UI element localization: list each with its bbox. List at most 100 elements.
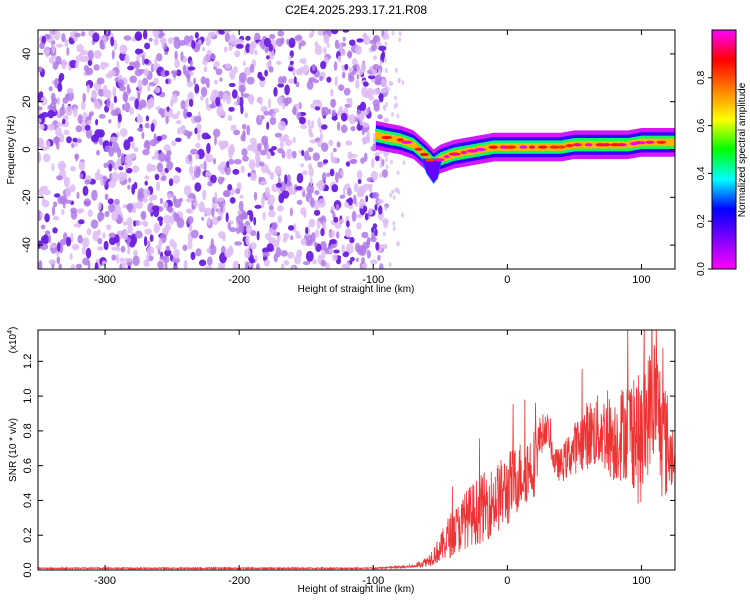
spectrogram-cell — [148, 37, 153, 42]
spectrogram-cell — [130, 140, 135, 149]
spectrogram-cell — [137, 79, 143, 91]
spectrogram-cell — [106, 224, 112, 231]
spectrogram-cell — [312, 152, 320, 161]
spectrogram-cell — [329, 168, 335, 177]
spectrogram-cell — [389, 159, 393, 165]
spectrogram-cell — [390, 81, 394, 87]
spectrogram-cell — [52, 43, 56, 54]
spectrogram-cell — [318, 198, 326, 208]
spectrogram-cell — [378, 205, 383, 215]
spectrogram-cell — [307, 147, 314, 153]
spectrogram-cell — [245, 234, 250, 246]
spectrogram-cell — [332, 147, 337, 153]
spectrogram-cell — [149, 234, 154, 242]
spectrogram-cell — [48, 259, 57, 265]
spectrogram-cell — [381, 169, 389, 178]
spectrogram-cell — [203, 160, 207, 171]
spectrogram-cell — [208, 244, 217, 256]
spectrogram-cell — [330, 88, 334, 97]
spectrogram-cell — [122, 91, 128, 102]
spectrogram-cell — [186, 80, 193, 88]
spectrogram-cell — [98, 201, 102, 211]
spectrogram-cell — [300, 163, 305, 168]
spectrogram-cell — [273, 86, 278, 97]
spectrogram-cell — [167, 193, 172, 200]
spectrogram-cell — [129, 107, 134, 115]
spectrogram-cell — [126, 83, 130, 93]
spectrogram-cell — [134, 98, 139, 110]
spectrogram-cell — [287, 78, 295, 84]
spectrogram-cell — [123, 171, 128, 180]
spectrogram-cell — [57, 96, 60, 106]
spectrogram-cell — [58, 263, 62, 269]
x-tick-label: -100 — [362, 575, 384, 587]
spectrogram-cell — [292, 136, 296, 144]
spectrogram-cell — [276, 182, 282, 188]
spectrogram-cell — [42, 234, 49, 245]
spectrogram-cell — [205, 170, 211, 177]
spectrogram-cell — [194, 182, 202, 192]
spectrogram-cell — [271, 146, 277, 151]
spectrogram-cell — [66, 136, 72, 144]
spectrogram-cell — [335, 204, 339, 210]
spectrogram-cell — [283, 259, 290, 266]
spectrogram-cell — [282, 237, 288, 243]
spectrogram-cell — [60, 195, 68, 204]
spectrogram-cell — [172, 265, 179, 269]
x-tick-label: 0 — [504, 274, 510, 286]
spectrogram-cell — [232, 260, 240, 269]
spectrogram-cell — [195, 142, 201, 149]
spectrogram-cell — [207, 256, 213, 266]
spectrogram-cell — [330, 205, 335, 211]
spectrogram-cell — [244, 248, 251, 259]
spectrogram-cell — [44, 213, 50, 223]
spectrogram-cell — [64, 38, 69, 48]
spectrogram-cell — [308, 163, 313, 170]
spectrogram-cell — [100, 61, 107, 70]
spectrogram-cell — [159, 218, 163, 227]
spectrogram-y-ticks: -40 -20 0 20 40 — [21, 48, 675, 253]
spectrogram-cell — [342, 36, 346, 42]
snr-y-label: SNR (10 * v/v) — [8, 418, 19, 482]
spectrogram-cell — [373, 55, 377, 60]
spectrogram-cell — [384, 102, 388, 107]
spectrogram-cell — [302, 64, 310, 76]
spectrogram-cell — [85, 67, 94, 76]
spectrogram-cell — [294, 254, 301, 265]
spectrogram-cell — [179, 197, 183, 203]
colorbar-tick-label: 0.0 — [696, 262, 707, 276]
spectrogram-peak — [414, 147, 423, 151]
spectrogram-cell — [57, 109, 61, 117]
spectrogram-cell — [75, 125, 83, 133]
spectrogram-cell — [141, 131, 145, 139]
spectrogram-cell — [144, 175, 150, 180]
spectrogram-cell — [213, 61, 221, 68]
spectrogram-cell — [398, 37, 402, 43]
spectrogram-cell — [165, 245, 171, 252]
spectrogram-cell — [268, 48, 275, 60]
spectrogram-cell — [217, 215, 222, 222]
spectrogram-cell — [134, 31, 143, 41]
spectrogram-cell — [111, 210, 119, 222]
spectrogram-cell — [202, 55, 211, 62]
x-tick-label: -100 — [362, 274, 384, 286]
spectrogram-cell — [366, 177, 373, 183]
y-tick-label: 0 — [21, 146, 33, 152]
spectrogram-cell — [371, 44, 377, 52]
spectrogram-cell — [321, 106, 325, 117]
spectrogram-cell — [334, 76, 338, 87]
spectrogram-cell — [321, 142, 329, 152]
spectrogram-cell — [206, 49, 212, 57]
spectrogram-cell — [57, 242, 61, 252]
spectrogram-cell — [368, 95, 374, 101]
spectrogram-cell — [342, 186, 346, 197]
spectrogram-cell — [205, 35, 211, 47]
spectrogram-cell — [112, 141, 119, 153]
spectrogram-cell — [348, 197, 353, 206]
spectrogram-cell — [116, 158, 122, 167]
spectrogram-cell — [217, 176, 224, 185]
spectrogram-cell — [162, 201, 169, 209]
spectrogram-peak — [645, 140, 655, 144]
spectrogram-cell — [269, 116, 277, 126]
spectrogram-cell — [183, 185, 192, 196]
